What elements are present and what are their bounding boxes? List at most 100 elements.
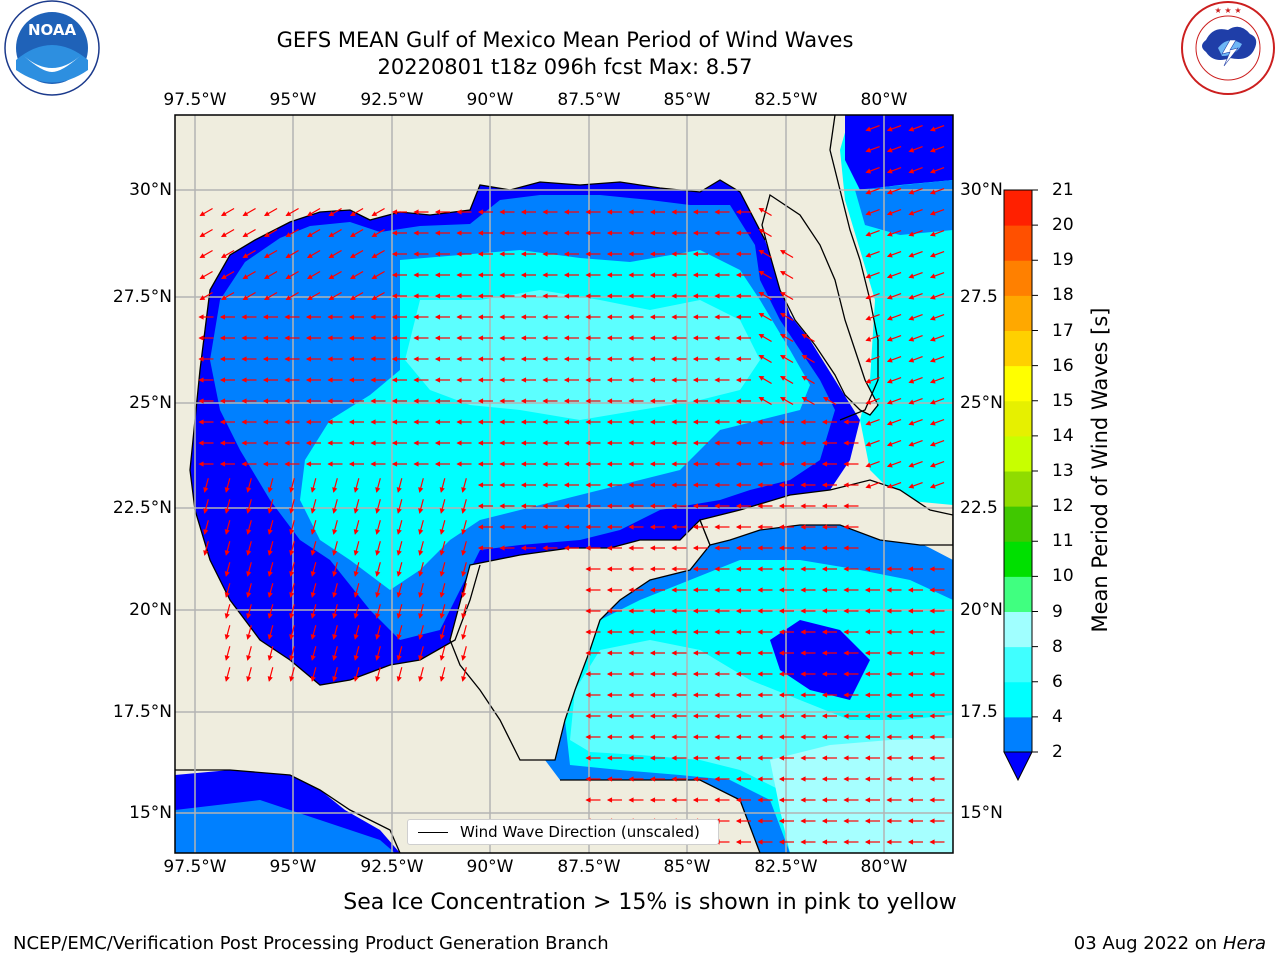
wind-wave-arrowhead: [735, 251, 742, 257]
wind-wave-arrowhead: [520, 398, 527, 404]
wind-wave-arrowhead: [198, 314, 204, 320]
wind-wave-arrowhead: [714, 398, 720, 404]
lat-label: 22.5: [960, 498, 998, 518]
wind-wave-arrowhead: [929, 252, 936, 258]
wind-wave-arrowhead: [220, 232, 227, 238]
wind-wave-arrowhead: [456, 440, 462, 446]
wind-wave-arrowhead: [224, 592, 230, 598]
wind-wave-arrowhead: [606, 230, 613, 236]
wind-wave-arrowhead: [499, 398, 505, 404]
wind-wave-arrowhead: [821, 839, 828, 845]
wind-wave-arrowhead: [628, 776, 634, 782]
graticule: [175, 115, 953, 853]
wind-wave-arrowhead: [628, 608, 634, 614]
wind-wave-arrowhead: [864, 566, 871, 572]
wind-wave-arrowhead: [263, 232, 270, 238]
wind-wave-arrowhead: [714, 671, 720, 677]
wind-wave-arrowhead: [606, 734, 613, 740]
caribbean-water-level9: [770, 738, 953, 853]
wind-wave-arrowhead: [714, 734, 720, 740]
wind-wave-arrowhead: [375, 550, 381, 556]
wind-wave-arrowhead: [391, 440, 398, 446]
wind-wave-arrowhead: [413, 419, 419, 425]
wind-wave-arrowhead: [886, 692, 892, 698]
wind-wave-arrowhead: [714, 776, 720, 782]
wind-wave-arrowhead: [907, 755, 914, 761]
wind-wave-arrowhead: [391, 209, 398, 215]
wind-wave-arrowhead: [865, 210, 872, 216]
wind-wave-arrowhead: [203, 550, 209, 556]
wind-wave-arrowhead: [864, 755, 871, 761]
wind-wave-arrowhead: [224, 508, 230, 514]
wind-wave-arrowhead: [821, 503, 828, 509]
wind-wave-arrowhead: [203, 508, 209, 514]
wind-wave-arrowhead: [413, 293, 419, 299]
wind-wave-arrowhead: [262, 398, 269, 404]
wind-wave-arrowhead: [219, 335, 226, 341]
colorbar-tick-label: 15: [1052, 390, 1074, 411]
wind-wave-arrowhead: [477, 314, 484, 320]
wind-wave-arrowhead: [692, 524, 699, 530]
wind-wave-arrowhead: [821, 818, 828, 824]
wind-wave-arrowhead: [461, 508, 467, 514]
wind-wave-arrowhead: [563, 251, 570, 257]
wind-wave-arrowhead: [434, 377, 441, 383]
wind-wave-arrowhead: [327, 377, 333, 383]
wind-wave-arrowhead: [929, 378, 936, 384]
wind-wave-arrowhead: [332, 655, 338, 661]
wind-wave-arrowhead: [396, 655, 402, 661]
wind-wave-arrowhead: [778, 671, 785, 677]
wind-wave-arrowhead: [908, 483, 915, 489]
wind-wave-arrowhead: [585, 251, 591, 257]
wind-wave-arrowhead: [735, 440, 742, 446]
wind-wave-arrowhead: [349, 295, 356, 301]
wind-wave-arrowhead: [649, 209, 656, 215]
wind-wave-arrowhead: [714, 797, 720, 803]
wind-wave-arrowhead: [692, 314, 699, 320]
wind-wave-arrowhead: [671, 755, 677, 761]
wind-wave-arrowhead: [499, 482, 505, 488]
wind-wave-arrowhead: [821, 734, 828, 740]
wind-wave-arrowhead: [692, 293, 699, 299]
wind-wave-arrowhead: [800, 545, 806, 551]
wind-wave-arrowhead: [224, 550, 230, 556]
wind-wave-arrowhead: [418, 613, 424, 619]
wind-wave-arrowhead: [418, 676, 424, 682]
colorbar-segment: [1004, 225, 1032, 261]
wind-wave-arrowhead: [649, 692, 656, 698]
wind-wave-arrowhead: [821, 587, 828, 593]
colorbar-segment: [1004, 260, 1032, 296]
wind-wave-arrowhead: [671, 545, 677, 551]
wind-wave-arrowhead: [735, 272, 742, 278]
wind-wave-arrowhead: [305, 356, 312, 362]
wind-wave-arrowhead: [735, 587, 742, 593]
wind-wave-arrowhead: [800, 419, 806, 425]
colorbar-tick-label: 6: [1052, 671, 1063, 692]
wind-wave-arrowhead: [757, 440, 763, 446]
wind-wave-arrowhead: [305, 440, 312, 446]
wind-wave-arrowhead: [418, 550, 424, 556]
wind-wave-arrowhead: [692, 650, 699, 656]
wind-wave-arrowhead: [224, 529, 230, 535]
wind-wave-arrowhead: [692, 356, 699, 362]
wind-wave-arrowhead: [929, 671, 935, 677]
wind-wave-arrowhead: [821, 482, 828, 488]
wind-wave-arrowhead: [520, 461, 527, 467]
wind-wave-arrowhead: [864, 797, 871, 803]
wind-wave-arrowhead: [434, 314, 441, 320]
wind-wave-arrowhead: [520, 293, 527, 299]
wind-wave-arrowhead: [327, 398, 333, 404]
wind-wave-arrowhead: [800, 692, 806, 698]
wind-wave-arrowhead: [305, 314, 312, 320]
wind-wave-arrowhead: [305, 377, 312, 383]
wind-wave-arrowhead: [585, 440, 591, 446]
wind-wave-arrowhead: [714, 650, 720, 656]
wind-wave-arrowhead: [821, 629, 828, 635]
wind-wave-arrowhead: [821, 797, 828, 803]
wind-wave-arrowhead: [907, 839, 914, 845]
wind-wave-arrowhead: [520, 503, 527, 509]
lon-label: 90°W: [466, 857, 514, 877]
wind-wave-arrowhead: [886, 483, 893, 489]
wind-wave-arrowhead: [714, 713, 720, 719]
wind-wave-arrowhead: [224, 634, 230, 640]
